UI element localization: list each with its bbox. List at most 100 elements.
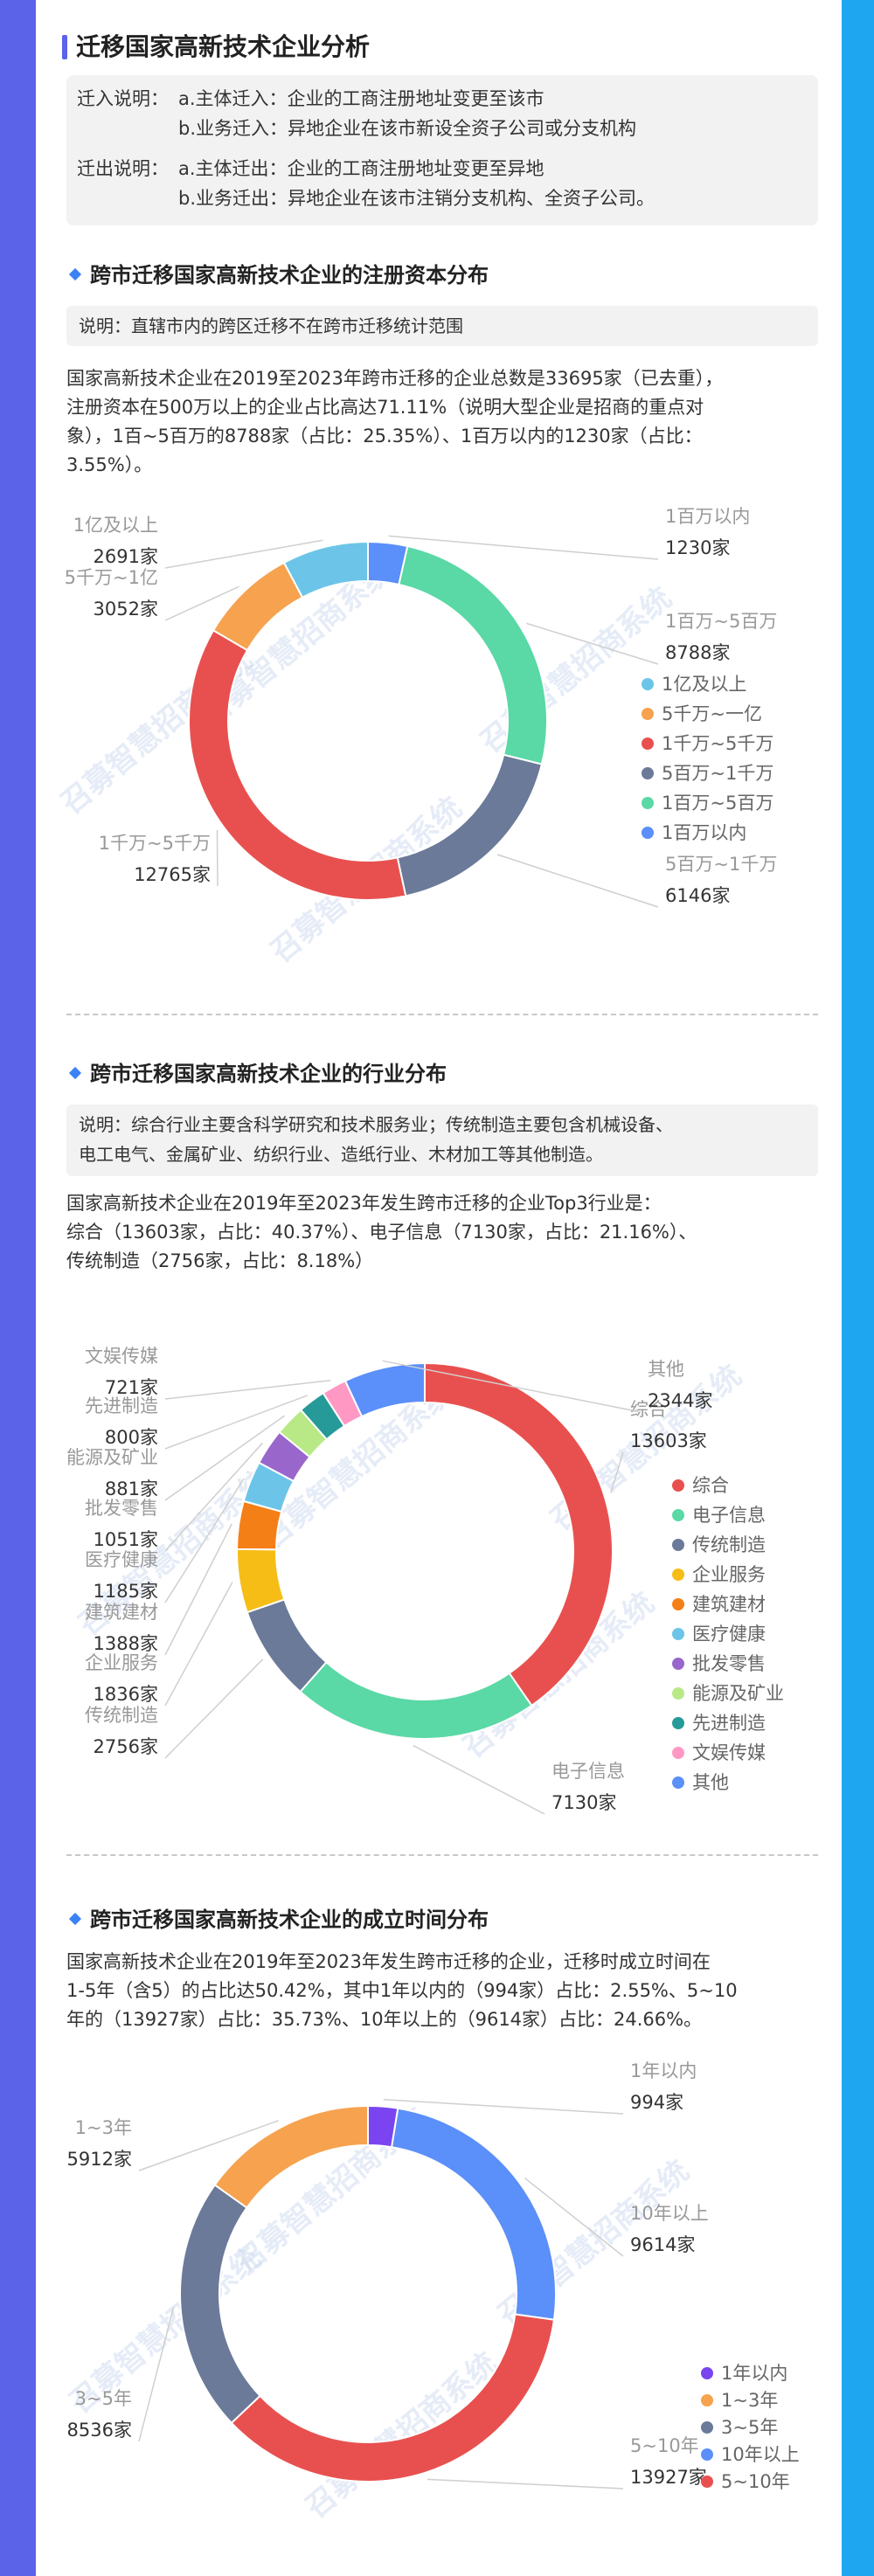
legend-swatch: [701, 2476, 713, 2488]
title-accent-mark: [62, 35, 67, 59]
legend-label: 医疗健康: [692, 1624, 766, 1645]
legend-label: 文娱传媒: [692, 1742, 766, 1763]
leader-line: [164, 1395, 308, 1450]
leader-line: [138, 2307, 175, 2442]
slice-label: 文娱传媒: [85, 1346, 158, 1367]
legend-label: 1百万以内: [662, 822, 746, 843]
slice-value-label: 1185家: [94, 1581, 158, 1602]
donut-slice: [343, 1361, 426, 1418]
slice-label: 1千万~5千万: [99, 833, 211, 854]
slice-value-label: 13927家: [630, 2467, 707, 2488]
slice-value-label: 2756家: [94, 1736, 158, 1757]
slice-value-label: 3052家: [94, 599, 158, 620]
para-line: 3.55%）。: [66, 454, 153, 475]
slice-value-label: 7130家: [551, 1792, 616, 1813]
donut-slice: [213, 2104, 369, 2209]
donut-slice: [236, 1548, 286, 1614]
migration-definition-box: 迁入说明： a.主体迁入：企业的工商注册地址变更至该市 b.业务迁入：异地企业在…: [66, 75, 818, 225]
slice-label: 1亿及以上: [73, 515, 158, 536]
legend-label: 5~10年: [721, 2471, 790, 2492]
donut-slice: [396, 753, 544, 897]
note-box-capital: 说明：直辖市内的跨区迁移不在跨市迁移统计范围: [66, 306, 818, 346]
age-donut-chart: 召募智慧招商系统 召募智慧招商系统 召募智慧招商系统 召募智慧招商系统 1年以内…: [36, 2045, 842, 2552]
legend-swatch: [642, 708, 654, 720]
legend-label: 企业服务: [692, 1564, 766, 1585]
legend-swatch: [672, 1539, 684, 1551]
legend-label: 建筑建材: [692, 1594, 766, 1615]
slice-label: 1~3年: [75, 2117, 132, 2138]
slice-value-label: 13603家: [630, 1430, 707, 1451]
donut-slice: [424, 1361, 614, 1707]
slice-label: 建筑建材: [85, 1602, 158, 1623]
out-b-text: b.业务迁出：异地企业在该市注销分支机构、全资子公司。: [178, 188, 656, 209]
leader-line: [164, 1415, 286, 1501]
slice-value-label: 881家: [105, 1478, 158, 1499]
para-line: 注册资本在500万以上的企业占比高达71.11%（说明大型企业是招商的重点对: [66, 397, 704, 418]
legend-label: 综合: [692, 1475, 729, 1496]
leader-line: [164, 1478, 245, 1603]
leader-line: [164, 1658, 264, 1759]
legend-label: 先进制造: [692, 1713, 766, 1734]
note-line: 说明：综合行业主要含科学研究和技术服务业；传统制造主要包含机械设备、: [79, 1114, 673, 1135]
legend-swatch: [672, 1717, 684, 1729]
donut-slice: [179, 2184, 261, 2425]
diamond-bullet-icon: [68, 267, 82, 281]
leader-line: [427, 2478, 624, 2489]
donut-slice: [188, 628, 407, 901]
donut-slice: [212, 561, 304, 652]
legend-swatch: [642, 678, 654, 690]
slice-value-label: 994家: [630, 2092, 683, 2113]
diamond-bullet-icon: [68, 1066, 82, 1080]
legend-label: 电子信息: [692, 1505, 766, 1526]
leader-line: [610, 1451, 624, 1493]
para-line: 国家高新技术企业在2019年至2023年发生跨市迁移的企业，迁移时成立时间在: [66, 1951, 711, 1972]
section-title-text: 跨市迁移国家高新技术企业的行业分布: [90, 1062, 447, 1086]
slice-label: 1百万~5百万: [665, 611, 777, 632]
legend-label: 5千万~一亿: [662, 703, 762, 724]
legend-swatch: [672, 1509, 684, 1521]
legend-swatch: [642, 827, 654, 839]
para-line: 象），1百~5百万的8788家（占比：25.35%）、1百万以内的1230家（占…: [66, 426, 703, 447]
legend-swatch: [672, 1747, 684, 1759]
industry-donut-chart: 召募智慧招商系统 召募智慧招商系统 召募智慧招商系统 召募智慧招商系统 综合13…: [36, 1285, 842, 1818]
slice-label: 先进制造: [85, 1395, 158, 1416]
note-line: 说明：直辖市内的跨区迁移不在跨市迁移统计范围: [79, 315, 463, 336]
donut-slice: [230, 2313, 556, 2483]
slice-label: 电子信息: [551, 1761, 625, 1782]
capital-donut-chart: 召募智慧招商系统 召募智慧招商系统 召募智慧招商系统 召募智慧招商系统 1百万以…: [36, 489, 842, 979]
legend-label: 3~5年: [721, 2417, 778, 2438]
slice-value-label: 5912家: [67, 2149, 132, 2170]
diamond-bullet-icon: [68, 1912, 82, 1926]
legend-label: 批发零售: [692, 1653, 766, 1674]
legend-swatch: [701, 2448, 713, 2461]
note-box-industry: 说明：综合行业主要含科学研究和技术服务业；传统制造主要包含机械设备、 电工电气、…: [66, 1104, 818, 1176]
legend-swatch: [672, 1776, 684, 1789]
section-title-capital: 跨市迁移国家高新技术企业的注册资本分布: [68, 260, 489, 290]
legend-swatch: [672, 1687, 684, 1700]
slice-label: 10年以上: [630, 2203, 709, 2224]
page-title: 迁移国家高新技术企业分析: [76, 32, 371, 61]
slice-value-label: 1230家: [665, 537, 730, 558]
legend-swatch: [672, 1628, 684, 1640]
section-divider: [66, 1854, 818, 1856]
legend-label: 1年以内: [721, 2363, 787, 2384]
para-line: 年的（13927家）占比：35.73%、10年以上的（9614家）占比：24.6…: [66, 2009, 703, 2030]
note-line: 电工电气、金属矿业、纺织行业、造纸行业、木材加工等其他制造。: [79, 1144, 603, 1165]
slice-label: 能源及矿业: [66, 1447, 158, 1468]
legend-label: 1~3年: [721, 2390, 778, 2411]
slice-value-label: 8788家: [665, 642, 730, 663]
leader-line: [164, 539, 323, 569]
slice-value-label: 1051家: [94, 1529, 158, 1550]
legend-label: 1亿及以上: [662, 674, 746, 695]
slice-value-label: 6146家: [665, 885, 730, 906]
slice-label: 批发零售: [85, 1498, 158, 1519]
legend-swatch: [672, 1658, 684, 1670]
donut-slice: [390, 2107, 557, 2321]
slice-value-label: 2344家: [648, 1390, 712, 1411]
section-divider: [66, 1014, 818, 1015]
slice-value-label: 1836家: [94, 1684, 158, 1705]
leader-line: [413, 1744, 545, 1815]
slice-value-label: 2691家: [94, 546, 158, 567]
legend-label: 1千万~5千万: [662, 733, 773, 754]
right-accent-bar: [842, 0, 874, 2576]
